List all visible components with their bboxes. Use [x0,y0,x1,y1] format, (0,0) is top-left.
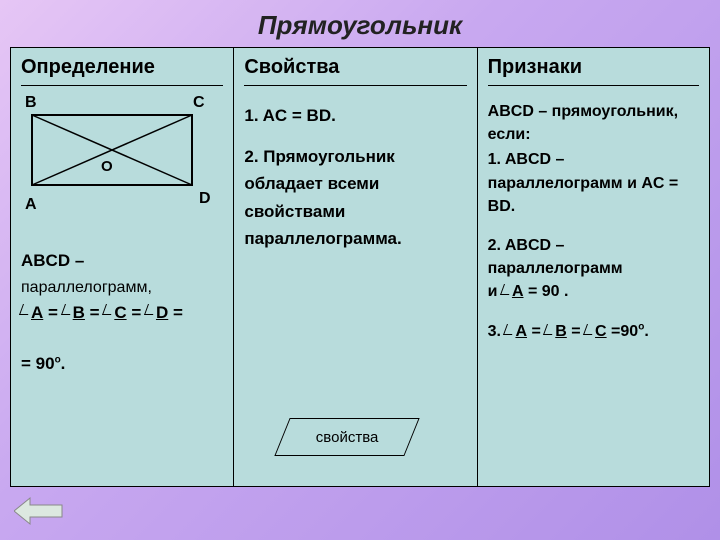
definition-text: ABCD – параллелограмм, A = B = C = D = =… [21,248,223,376]
angle-c: C [104,300,126,326]
sign-3a: 3. [488,323,501,340]
sign-3-end: =90 [607,323,639,340]
rectangle-svg [31,114,195,190]
def-dot: . [61,354,66,373]
sign-3: 3. A = B = C =90о. [488,320,699,343]
sign-2-angle: A [502,280,524,303]
properties-link-box[interactable]: свойства [275,418,420,456]
properties-text: 1. AC = BD. 2. Прямоугольник обладает вс… [244,102,466,252]
prop-2: 2. Прямоугольник обладает всеми свойства… [244,143,466,252]
back-arrow-icon[interactable] [14,496,64,526]
def-parallelogram: параллелограмм, [21,279,152,296]
def-abcd: ABCD – [21,251,84,270]
sign-3-dot: . [644,323,648,340]
header-definition: Определение [21,56,223,86]
vertex-b-label: B [25,94,37,112]
content-table: Определение B C A D O ABCD – параллелогр… [10,47,710,487]
def-90: = 90 [21,354,55,373]
sign-2: 2. ABCD – параллелограмм и A = 90 . [488,234,699,304]
header-signs: Признаки [488,56,699,86]
sign-3-angle-c: C [585,320,607,343]
rectangle-diagram: B C A D O [21,96,221,236]
vertex-c-label: C [193,94,205,112]
column-properties: Свойства 1. AC = BD. 2. Прямоугольник об… [234,48,477,486]
signs-intro: ABCD – прямоугольник, если: [488,100,699,146]
sign-2c: = 90 . [524,283,569,300]
sign-3-angle-a: A [505,320,527,343]
angle-d: D [146,300,168,326]
sign-3-eq2: = [567,323,585,340]
sign-3-angle-b: B [545,320,567,343]
header-properties: Свойства [244,56,466,86]
sign-2a: 2. ABCD – параллелограмм [488,237,623,277]
prop-1: 1. AC = BD. [244,102,466,129]
vertex-a-label: A [25,196,37,214]
properties-link-label: свойства [316,429,379,446]
signs-text: ABCD – прямоугольник, если: 1. ABCD – па… [488,100,699,343]
column-signs: Признаки ABCD – прямоугольник, если: 1. … [478,48,709,486]
angle-a: A [21,300,43,326]
slide-title: Прямоугольник [0,0,720,47]
sign-1: 1. ABCD – параллелограмм и AC = BD. [488,148,699,218]
sign-3-eq1: = [527,323,545,340]
angle-b: B [63,300,85,326]
column-definition: Определение B C A D O ABCD – параллелогр… [11,48,234,486]
sign-2b: и [488,283,502,300]
vertex-d-label: D [199,190,211,208]
